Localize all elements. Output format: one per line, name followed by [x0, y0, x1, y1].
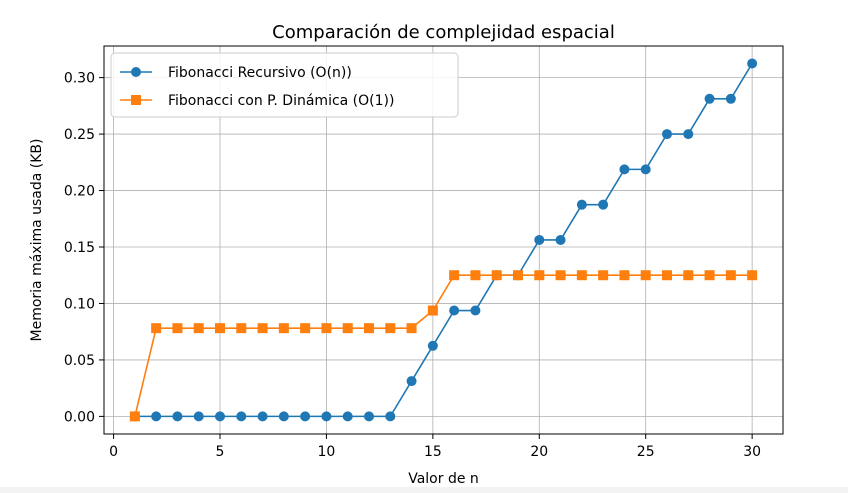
- series-1-point: [470, 270, 481, 281]
- y-tick-label: 0.05: [64, 353, 95, 369]
- y-tick-label: 0.10: [64, 296, 95, 312]
- bottom-strip: [0, 487, 848, 493]
- series-line-1: [134, 274, 753, 417]
- x-tick-label: 5: [216, 444, 225, 460]
- series-1-point: [725, 270, 736, 281]
- x-tick-label: 20: [530, 444, 548, 460]
- series-0-point: [576, 199, 587, 210]
- series-1-point: [619, 270, 630, 281]
- series-1-point: [215, 323, 226, 334]
- series-1-point: [385, 323, 396, 334]
- legend-marker-recursivo: [131, 67, 141, 77]
- series-0-point: [236, 411, 247, 422]
- legend-label-recursivo: Fibonacci Recursivo (O(n)): [168, 65, 352, 81]
- series-0-point: [449, 305, 460, 316]
- y-tick-label: 0.25: [64, 127, 95, 143]
- x-tick-label: 25: [637, 444, 655, 460]
- chart-title: Comparación de complejidad espacial: [272, 22, 615, 43]
- series-0-point: [619, 164, 630, 175]
- series-1-point: [278, 323, 289, 334]
- series-0-point: [747, 58, 758, 69]
- series-0-point: [321, 411, 332, 422]
- series-1-point: [257, 323, 268, 334]
- x-tick-label: 15: [424, 444, 442, 460]
- series-1-point: [555, 270, 566, 281]
- series-0-point: [257, 411, 268, 422]
- plot-frame: [103, 45, 784, 435]
- y-tick-label: 0.20: [64, 184, 95, 200]
- series-1-point: [534, 270, 545, 281]
- legend-label-dinamica: Fibonacci con P. Dinámica (O(1)): [168, 93, 394, 109]
- series-1-point: [491, 270, 502, 281]
- x-tick-label: 10: [318, 444, 336, 460]
- series-0-point: [534, 234, 545, 245]
- series-0-point: [151, 411, 162, 422]
- series-1-point: [193, 323, 204, 334]
- series-0-point: [470, 305, 481, 316]
- series-0-point: [683, 129, 694, 140]
- y-tick-label: 0.15: [64, 240, 95, 256]
- series-1-point: [129, 411, 140, 422]
- series-0-point: [555, 234, 566, 245]
- y-axis-label: Memoria máxima usada (KB): [29, 139, 45, 342]
- series-1-point: [449, 270, 460, 281]
- series-1-point: [576, 270, 587, 281]
- y-ticks: 0.00 0.05 0.10 0.15 0.20 0.25 0.30: [64, 71, 104, 425]
- series-0-point: [640, 164, 651, 175]
- x-ticks: 0 5 10 15 20 25 30: [109, 434, 761, 460]
- series-0-point: [385, 411, 396, 422]
- series-1-point: [300, 323, 311, 334]
- series-1-point: [406, 323, 417, 334]
- series-1-point: [427, 305, 438, 316]
- series-1-point: [342, 323, 353, 334]
- series-1-point: [512, 270, 523, 281]
- x-tick-label: 30: [743, 444, 761, 460]
- series-0-point: [172, 411, 183, 422]
- series-0-point: [406, 376, 417, 387]
- x-axis-label: Valor de n: [408, 471, 479, 487]
- legend-box: [110, 52, 459, 118]
- series-layer: [129, 58, 758, 422]
- series-1-point: [661, 270, 672, 281]
- series-1-point: [683, 270, 694, 281]
- series-0-point: [427, 340, 438, 351]
- y-tick-label: 0.30: [64, 71, 95, 87]
- series-0-point: [193, 411, 204, 422]
- series-0-point: [342, 411, 353, 422]
- series-1-point: [236, 323, 247, 334]
- series-1-point: [598, 270, 609, 281]
- series-1-point: [704, 270, 715, 281]
- series-0-point: [278, 411, 289, 422]
- series-0-point: [598, 199, 609, 210]
- y-tick-label: 0.00: [64, 409, 95, 425]
- series-1-point: [747, 270, 758, 281]
- legend-marker-dinamica: [131, 95, 141, 105]
- series-0-point: [661, 129, 672, 140]
- series-0-point: [725, 93, 736, 104]
- series-0-point: [300, 411, 311, 422]
- series-0-point: [704, 93, 715, 104]
- series-0-point: [215, 411, 226, 422]
- series-1-point: [151, 323, 162, 334]
- series-1-point: [172, 323, 183, 334]
- series-1-point: [640, 270, 651, 281]
- series-1-point: [321, 323, 332, 334]
- series-1-point: [364, 323, 375, 334]
- legend: Fibonacci Recursivo (O(n)) Fibonacci con…: [110, 52, 459, 118]
- x-tick-label: 0: [109, 444, 118, 460]
- series-0-point: [364, 411, 375, 422]
